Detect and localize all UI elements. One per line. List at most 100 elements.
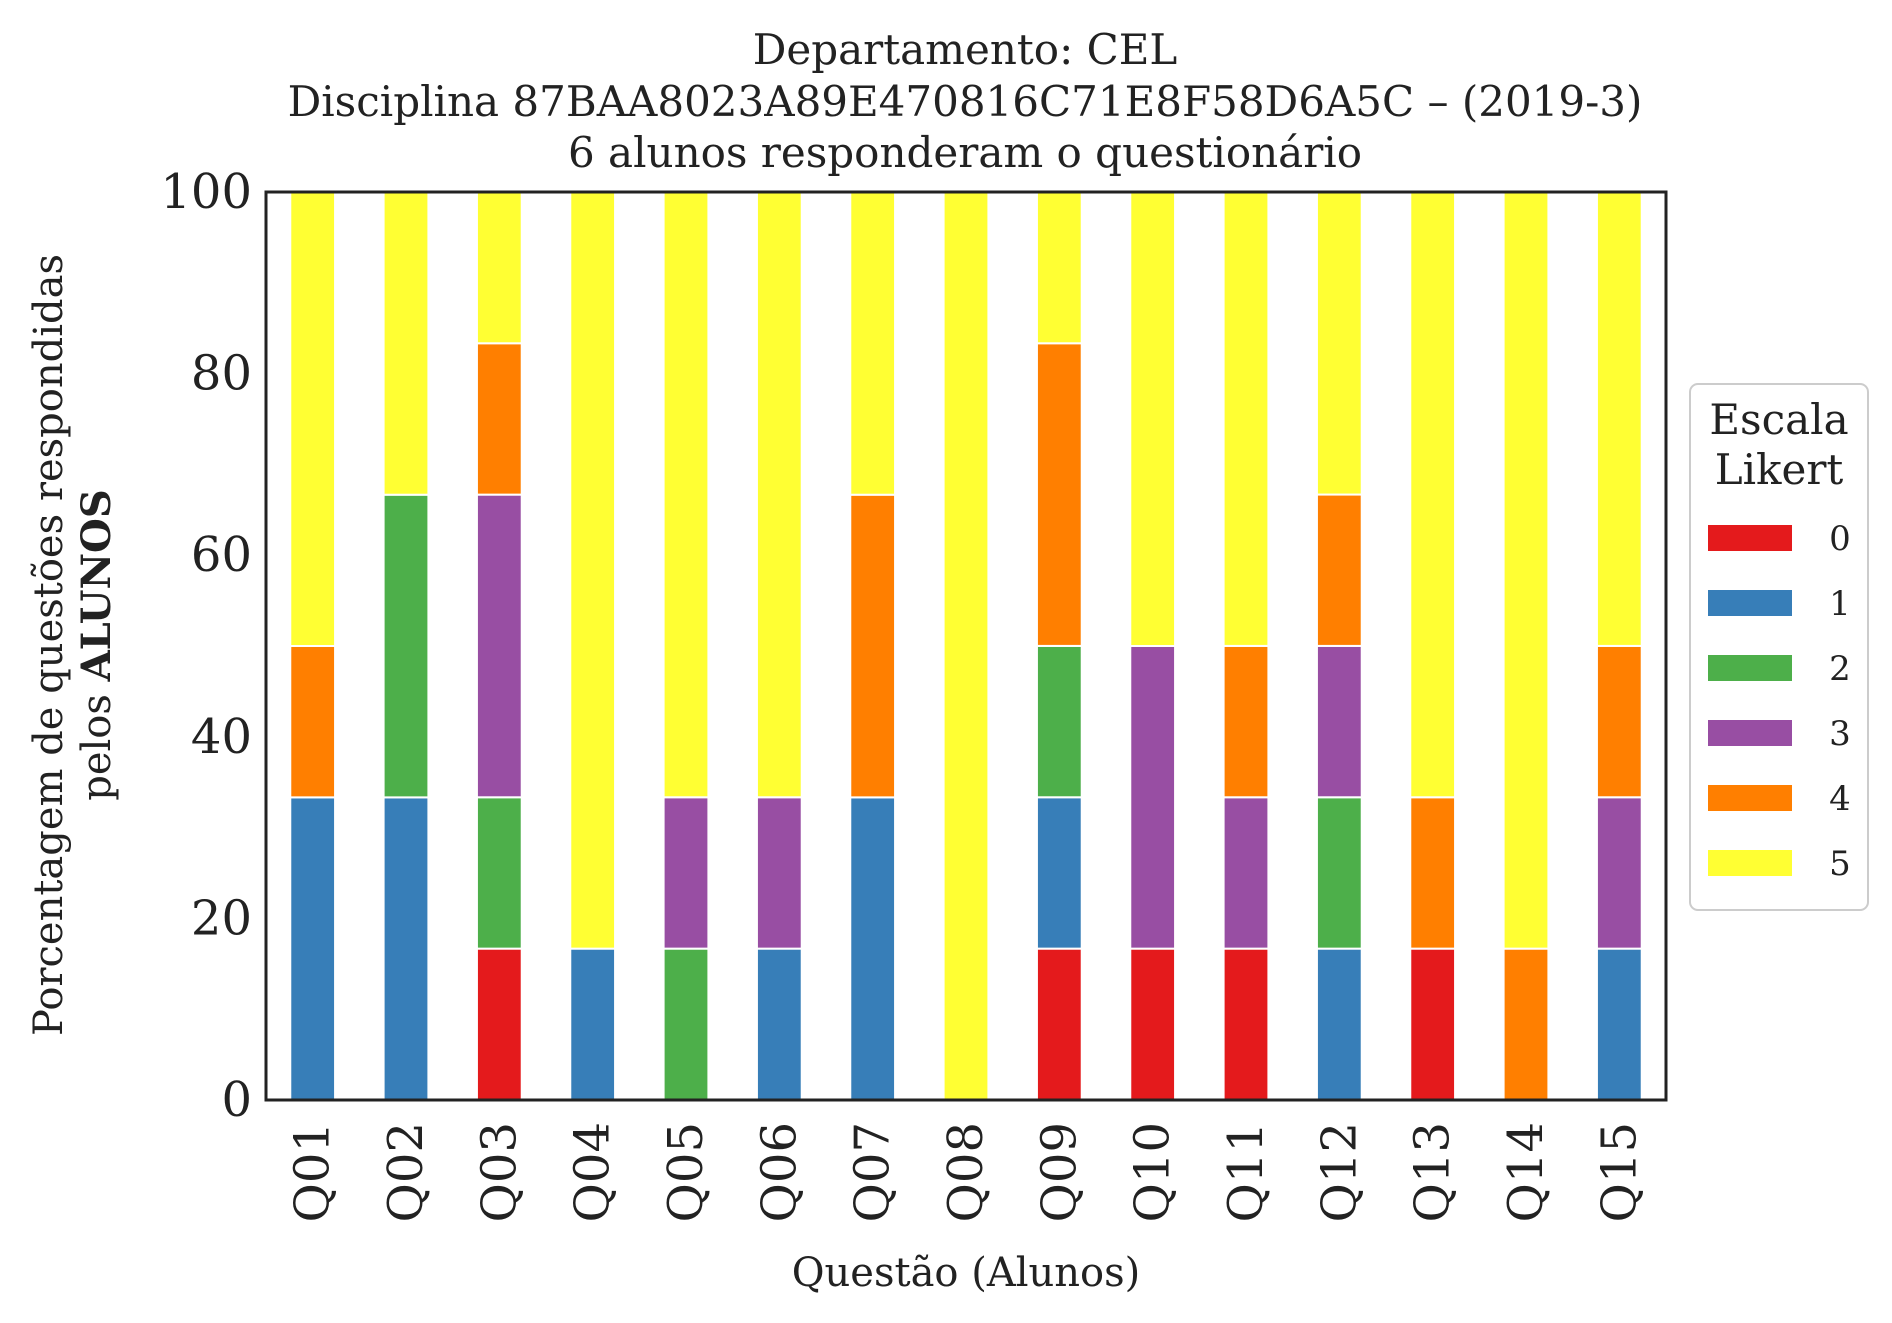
bar-q07-likert-1	[849, 796, 897, 1101]
bar-q03-likert-0	[475, 947, 523, 1102]
bar-q04-likert-1	[569, 947, 617, 1102]
legend-swatch-2	[1708, 655, 1792, 681]
legend-box	[1689, 383, 1869, 911]
x-tick-label-q15: Q15	[1591, 1122, 1647, 1222]
bar-q08-likert-5	[942, 191, 990, 1101]
x-tick-label-q05: Q05	[658, 1122, 714, 1222]
x-tick-label-q03: Q03	[471, 1122, 527, 1222]
bar-q11-likert-3	[1222, 796, 1270, 950]
y-tick-label-80: 80	[191, 346, 252, 402]
x-tick-label-q07: Q07	[845, 1122, 901, 1222]
bar-q15-likert-3	[1595, 796, 1643, 950]
bar-q09-likert-0	[1035, 947, 1083, 1102]
title-line-3: 6 alunos responderam o questionário	[568, 128, 1362, 177]
legend-label-5: 5	[1829, 844, 1851, 884]
y-axis-label-prefix: pelos	[74, 681, 120, 800]
plot-frame	[264, 190, 1668, 1102]
bar-q01-likert-1	[289, 796, 337, 1101]
legend-swatch-5	[1708, 850, 1792, 876]
bar-q09-likert-2	[1035, 644, 1083, 799]
title-line-2: Disciplina 87BAA8023A89E470816C71E8F58D6…	[288, 77, 1643, 126]
legend-label-3: 3	[1829, 714, 1851, 754]
x-tick-label-q12: Q12	[1311, 1122, 1367, 1222]
bar-q11-likert-0	[1222, 947, 1270, 1102]
bar-q03-likert-4	[475, 342, 523, 496]
bar-q10-likert-5	[1129, 191, 1177, 647]
x-axis-ticks: Q01 Q02 Q03 Q04 Q05 Q06 Q07 Q08 Q09 Q10 Q11 Q12 Q13 Q…	[285, 1122, 1648, 1222]
legend-label-0: 0	[1829, 519, 1851, 559]
bar-q01-likert-5	[289, 191, 337, 647]
legend-label-2: 2	[1829, 649, 1851, 689]
y-axis-label-bold: ALUNOS	[73, 489, 120, 682]
bar-q05-likert-3	[662, 796, 710, 950]
legend-items: 0 1 2 3 4 5	[1708, 519, 1851, 884]
bar-q15-likert-1	[1595, 947, 1643, 1102]
bar-q15-likert-5	[1595, 190, 1643, 647]
x-tick-label-q13: Q13	[1405, 1122, 1461, 1222]
bar-q10-likert-0	[1129, 947, 1177, 1102]
bar-q14-likert-4	[1502, 947, 1550, 1102]
x-tick-label-q06: Q06	[751, 1122, 807, 1222]
bars-group	[289, 190, 1643, 1102]
x-tick-label-q11: Q11	[1218, 1122, 1274, 1222]
chart-title: Departamento: CEL Disciplina 87BAA8023A8…	[288, 25, 1643, 177]
bar-q10-likert-3	[1129, 645, 1177, 950]
bar-q02-likert-5	[382, 191, 430, 496]
bar-q03-likert-2	[475, 796, 523, 950]
bar-q12-likert-1	[1315, 947, 1363, 1102]
bar-q09-likert-5	[1035, 190, 1083, 345]
legend-swatch-3	[1708, 720, 1792, 746]
x-axis-label: Questão (Alunos)	[792, 1250, 1141, 1296]
bar-q05-likert-5	[662, 190, 710, 799]
y-tick-label-0: 0	[221, 1072, 252, 1128]
bar-q03-likert-5	[475, 190, 523, 345]
bar-q11-likert-5	[1222, 190, 1270, 647]
bar-q13-likert-5	[1409, 190, 1457, 799]
bar-q06-likert-1	[755, 947, 803, 1102]
x-tick-label-q09: Q09	[1031, 1122, 1087, 1222]
legend: Escala Likert 0 1 2 3 4 5	[1689, 383, 1869, 911]
y-tick-label-100: 100	[160, 164, 252, 220]
bar-q06-likert-3	[755, 796, 803, 950]
y-axis-label-line-2: pelos ALUNOS	[73, 489, 120, 801]
x-tick-label-q08: Q08	[938, 1122, 994, 1222]
x-tick-label-q14: Q14	[1498, 1122, 1554, 1222]
y-axis-ticks: 0 20 40 60 80 100	[160, 164, 252, 1128]
bar-q03-likert-3	[475, 493, 523, 799]
bar-q09-likert-1	[1035, 796, 1083, 950]
x-tick-label-q02: Q02	[378, 1122, 434, 1222]
bar-q13-likert-4	[1409, 796, 1457, 950]
legend-label-4: 4	[1829, 779, 1851, 819]
legend-swatch-1	[1708, 590, 1792, 616]
y-tick-label-60: 60	[191, 527, 252, 583]
legend-label-1: 1	[1829, 584, 1851, 624]
legend-title-line-1: Escala	[1709, 395, 1848, 444]
bar-q02-likert-1	[382, 796, 430, 1101]
title-line-1: Departamento: CEL	[753, 25, 1178, 74]
legend-swatch-0	[1708, 525, 1792, 551]
bar-q06-likert-5	[755, 190, 803, 799]
bar-q12-likert-5	[1315, 190, 1363, 496]
bar-q01-likert-4	[289, 645, 337, 799]
legend-swatch-4	[1708, 785, 1792, 811]
bar-q13-likert-0	[1409, 947, 1457, 1102]
bar-q12-likert-4	[1315, 493, 1363, 647]
x-tick-label-q01: Q01	[285, 1122, 341, 1222]
legend-title-line-2: Likert	[1715, 445, 1844, 494]
bar-q12-likert-2	[1315, 796, 1363, 950]
y-tick-label-40: 40	[191, 709, 252, 765]
bar-q11-likert-4	[1222, 644, 1270, 799]
y-tick-label-20: 20	[191, 890, 252, 946]
y-axis-label: Porcentagem de questões respondidas pelo…	[26, 254, 120, 1036]
bar-q14-likert-5	[1502, 191, 1550, 950]
x-tick-label-q10: Q10	[1125, 1122, 1181, 1222]
x-tick-label-q04: Q04	[565, 1122, 621, 1222]
bar-q15-likert-4	[1595, 644, 1643, 799]
bar-q09-likert-4	[1035, 342, 1083, 647]
bar-q05-likert-2	[662, 947, 710, 1102]
bar-q02-likert-2	[382, 493, 430, 799]
bar-q12-likert-3	[1315, 644, 1363, 799]
bar-q07-likert-5	[849, 191, 897, 496]
y-axis-label-line-1: Porcentagem de questões respondidas	[26, 254, 72, 1036]
